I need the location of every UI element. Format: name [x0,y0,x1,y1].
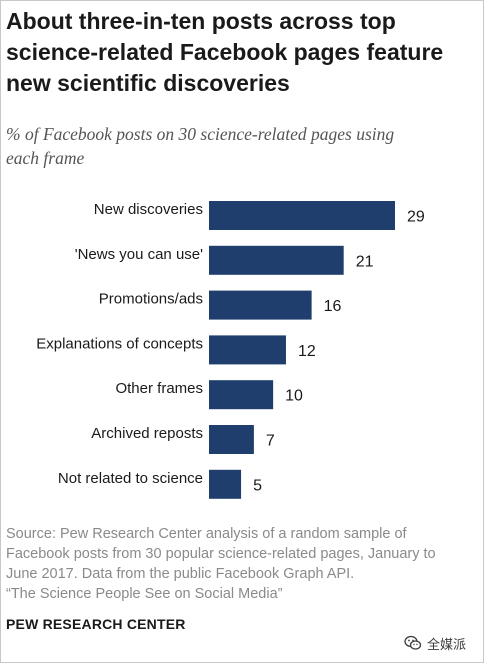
bar [209,380,274,410]
bar-chart: New discoveries 29 'News you can use' 21 Pro… [36,201,425,499]
source-line: Facebook posts from 30 popular science-r… [6,546,436,562]
value-label: 12 [298,343,316,360]
value-label: 29 [407,209,425,226]
wechat-icon [404,635,422,651]
bar [209,290,312,320]
source-line: Source: Pew Research Center analysis of … [6,526,407,542]
watermark-text: 全媒派 [427,637,467,653]
category-label: Other frames [115,380,203,397]
category-label: Archived reposts [91,425,203,442]
category-label: New discoveries [94,201,203,218]
watermark: 全媒派 [404,632,466,654]
subtitle-line: each frame [6,148,85,168]
value-label: 5 [253,477,262,494]
value-label: 21 [356,253,374,270]
chart-subtitle: % of Facebook posts on 30 science-relate… [6,122,476,170]
category-label: Not related to science [58,470,203,487]
value-label: 16 [324,298,342,315]
subtitle-line: % of Facebook posts on 30 science-relate… [6,124,395,144]
source-line: “The Science People See on Social Media” [6,586,283,602]
title-line: new scientific discoveries [6,70,290,96]
category-label: 'News you can use' [75,246,203,263]
value-label: 10 [285,388,303,405]
bar [209,201,395,230]
chart-title: About three-in-ten posts across top scie… [6,6,476,99]
bar [209,469,242,499]
category-label: Promotions/ads [99,291,203,308]
source-note: Source: Pew Research Center analysis of … [6,524,478,604]
bar [209,335,286,365]
title-line: science-related Facebook pages feature [6,39,444,65]
org-name: PEW RESEARCH CENTER [6,616,186,632]
category-label: Explanations of concepts [36,335,203,352]
title-line: About three-in-ten posts across top [6,8,396,34]
bar [209,425,254,454]
bar [209,245,344,275]
value-label: 7 [266,433,275,450]
source-line: June 2017. Data from the public Facebook… [6,566,355,582]
